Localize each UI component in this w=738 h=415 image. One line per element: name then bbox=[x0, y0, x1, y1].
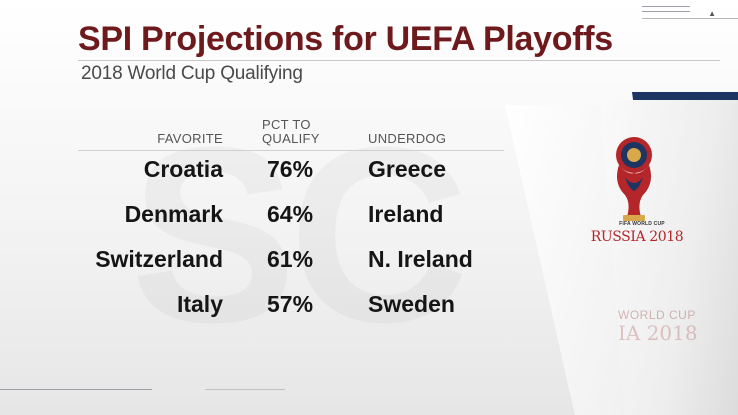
favorite-cell: Switzerland bbox=[95, 246, 223, 272]
underdog-cell: Sweden bbox=[368, 291, 455, 317]
top-decoration-lines bbox=[642, 6, 690, 16]
favorite-cell: Denmark bbox=[124, 201, 223, 227]
bottom-decoration-line bbox=[205, 389, 285, 390]
page-title: SPI Projections for UEFA Playoffs bbox=[78, 20, 613, 58]
underdog-cell: Ireland bbox=[368, 201, 444, 227]
table-row: Croatia 76% Greece bbox=[0, 156, 520, 192]
column-header-pct: PCT TO QUALIFY bbox=[262, 118, 342, 146]
ghost-world-cup-text: WORLD CUP bbox=[618, 308, 696, 322]
column-header-pct-line1: PCT TO bbox=[262, 117, 311, 132]
title-divider bbox=[78, 60, 720, 61]
pct-cell: 64% bbox=[267, 201, 314, 227]
underdog-cell: N. Ireland bbox=[368, 246, 473, 272]
pct-cell: 76% bbox=[267, 156, 314, 182]
ghost-russia-text: IA 2018 bbox=[618, 321, 698, 345]
underdog-cell: Greece bbox=[368, 156, 447, 182]
favorite-cell: Italy bbox=[176, 291, 223, 317]
column-header-pct-line2: QUALIFY bbox=[262, 131, 320, 146]
collapse-arrow-icon: ▲ bbox=[708, 9, 716, 18]
pct-cell: 61% bbox=[267, 246, 314, 272]
favorite-cell: Croatia bbox=[143, 156, 223, 182]
table-row: Italy 57% Sweden bbox=[0, 291, 520, 327]
column-header-favorite: FAVORITE bbox=[157, 131, 223, 146]
fifa-world-cup-2018-logo bbox=[616, 137, 652, 221]
table-row: Switzerland 61% N. Ireland bbox=[0, 246, 520, 282]
logo-caption: FIFA WORLD CUP bbox=[619, 221, 665, 227]
top-divider bbox=[642, 18, 738, 19]
column-header-underdog: UNDERDOG bbox=[368, 131, 447, 146]
page-subtitle: 2018 World Cup Qualifying bbox=[81, 63, 303, 84]
header-divider bbox=[78, 150, 504, 151]
table-row: Denmark 64% Ireland bbox=[0, 201, 520, 237]
bottom-decoration-line bbox=[0, 389, 152, 390]
logo-wordmark: RUSSIA 2018 bbox=[590, 229, 684, 245]
pct-cell: 57% bbox=[267, 291, 314, 317]
